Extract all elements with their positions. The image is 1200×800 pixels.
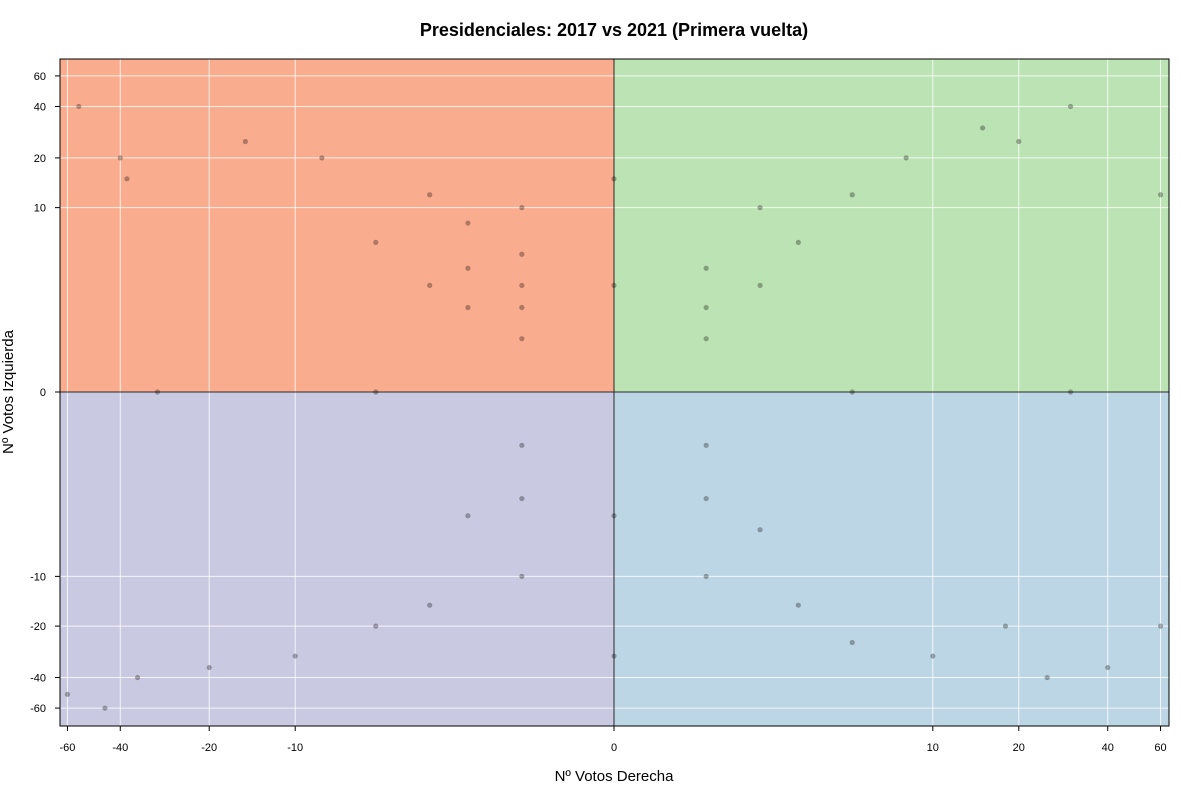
data-point: [154, 389, 161, 395]
y-tick-label: 40: [34, 101, 46, 113]
x-tick-label: 40: [1102, 742, 1114, 754]
data-point: [1044, 674, 1050, 681]
data-point: [373, 239, 379, 245]
quadrant-bg-2: [60, 392, 614, 726]
data-point: [519, 282, 525, 289]
data-point: [611, 513, 617, 519]
y-tick-label: 20: [34, 153, 46, 165]
x-axis: -60 -40 -20 -10 0 10 20 40 60: [59, 726, 1167, 754]
y-tick-label: 60: [34, 71, 46, 83]
data-point: [465, 220, 471, 226]
data-point: [703, 495, 709, 502]
data-point: [427, 282, 433, 289]
data-point: [519, 442, 525, 448]
y-tick-label: -40: [30, 673, 46, 685]
data-point: [849, 639, 855, 646]
data-point: [519, 304, 525, 311]
x-tick-label: -60: [59, 742, 75, 754]
x-tick-label: -20: [201, 742, 217, 754]
y-tick-label: -20: [30, 621, 46, 633]
data-point: [757, 282, 763, 289]
data-point: [124, 176, 130, 182]
chart-title: Presidenciales: 2017 vs 2021 (Primera vu…: [420, 20, 808, 40]
y-tick-label: 10: [34, 203, 46, 215]
data-point: [849, 192, 855, 198]
y-tick-label: -10: [30, 571, 46, 583]
data-point: [465, 265, 471, 271]
data-point: [102, 705, 108, 711]
data-point: [427, 192, 433, 198]
x-tick-label: -40: [112, 742, 128, 754]
data-point: [703, 304, 709, 311]
data-point: [292, 653, 298, 659]
y-tick-label: 0: [40, 387, 46, 399]
data-point: [427, 602, 433, 608]
x-tick-label: -10: [287, 742, 303, 754]
data-point: [757, 205, 763, 211]
data-point: [117, 155, 123, 161]
data-point: [611, 176, 617, 182]
data-point: [703, 573, 709, 579]
data-point: [76, 103, 82, 110]
data-point: [930, 653, 936, 659]
data-point: [1002, 623, 1009, 629]
data-point: [1105, 664, 1111, 671]
data-point: [703, 442, 709, 448]
data-point: [611, 282, 617, 289]
data-point: [1067, 389, 1074, 395]
data-point: [319, 155, 325, 161]
y-axis: -60 -40 -20 -10 0 10 20 40 60: [30, 71, 60, 715]
data-point: [519, 495, 525, 502]
quadrant-bg-1: [614, 59, 1169, 392]
x-tick-label: 0: [611, 742, 617, 754]
x-tick-label: 60: [1154, 742, 1166, 754]
data-points: [64, 103, 1164, 711]
data-point: [903, 155, 909, 161]
data-point: [465, 304, 471, 311]
data-point: [519, 251, 525, 257]
quadrant-bg-0: [60, 59, 614, 392]
data-point: [519, 205, 525, 211]
data-point: [849, 389, 855, 395]
data-point: [703, 265, 709, 271]
data-point: [1157, 623, 1164, 629]
data-point: [64, 691, 71, 697]
x-axis-title: Nº Votos Derecha: [555, 768, 675, 785]
data-point: [795, 602, 801, 608]
x-tick-label: 10: [927, 742, 939, 754]
data-point: [134, 674, 141, 681]
data-point: [757, 527, 763, 533]
data-point: [519, 336, 525, 342]
quadrant-backgrounds: [60, 59, 1169, 726]
x-tick-label: 20: [1013, 742, 1025, 754]
data-point: [373, 623, 379, 629]
data-point: [980, 125, 986, 131]
data-point: [611, 653, 617, 659]
y-tick-label: -60: [30, 703, 46, 715]
zero-lines: [60, 59, 1169, 726]
y-axis-title: Nº Votos Izquierda: [0, 329, 17, 454]
data-point: [1067, 103, 1074, 110]
data-point: [206, 664, 212, 671]
quadrant-bg-3: [614, 392, 1169, 726]
data-point: [242, 138, 248, 145]
data-point: [1016, 138, 1022, 145]
data-point: [373, 389, 379, 395]
data-point: [519, 573, 525, 579]
data-point: [465, 513, 471, 519]
data-point: [795, 239, 801, 245]
data-point: [1157, 192, 1164, 198]
data-point: [703, 336, 709, 342]
